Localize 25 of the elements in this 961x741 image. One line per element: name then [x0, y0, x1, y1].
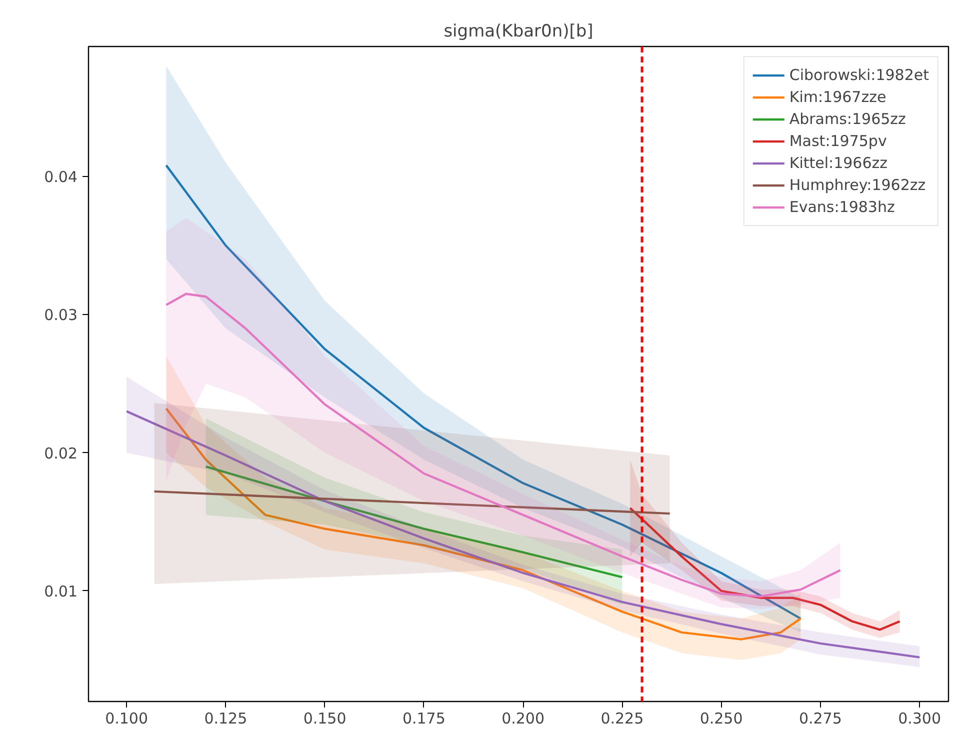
- y-tick-label: 0.03: [44, 306, 78, 324]
- x-tick-label: 0.125: [204, 710, 248, 728]
- x-tick-label: 0.100: [105, 710, 148, 728]
- legend-label: Ciborowski:1982et: [789, 66, 929, 84]
- chart-title: sigma(Kbar0n)[b]: [444, 22, 594, 42]
- x-tick-label: 0.300: [898, 710, 942, 728]
- legend-label: Kittel:1966zz: [789, 154, 888, 172]
- line-series: [629, 506, 901, 631]
- y-tick-label: 0.04: [44, 168, 78, 186]
- legend-label: Abrams:1965zz: [789, 110, 906, 128]
- line-series: [165, 407, 802, 640]
- legend-label: Evans:1983hz: [789, 198, 895, 216]
- legend-label: Mast:1975pv: [789, 132, 887, 150]
- line-series: [165, 292, 842, 598]
- x-tick-label: 0.225: [600, 710, 644, 728]
- x-tick-label: 0.175: [402, 710, 446, 728]
- x-tick-label: 0.275: [798, 710, 842, 728]
- x-tick-label: 0.150: [303, 710, 346, 728]
- y-tick-label: 0.02: [44, 444, 78, 462]
- y-tick-label: 0.01: [44, 582, 78, 600]
- line-series: [204, 465, 624, 578]
- x-tick-label: 0.250: [700, 710, 743, 728]
- x-tick-label: 0.200: [502, 710, 545, 728]
- legend-label: Humphrey:1962zz: [789, 176, 926, 194]
- legend-label: Kim:1967zze: [789, 88, 886, 106]
